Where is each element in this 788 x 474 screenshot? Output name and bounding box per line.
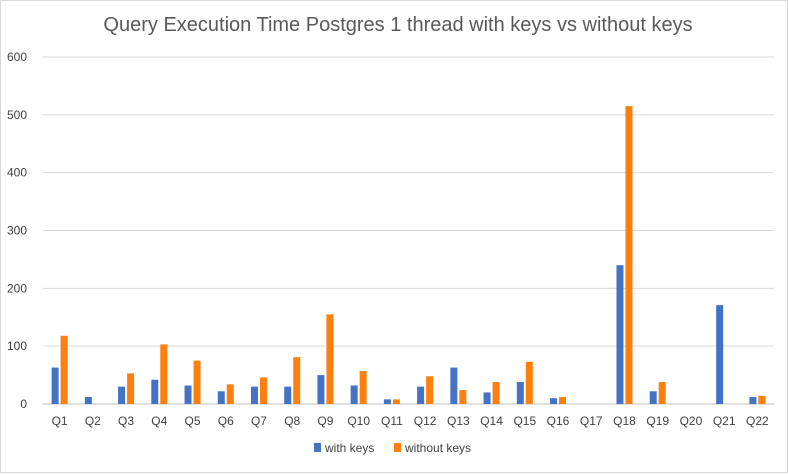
x-tick-label: Q11: [381, 414, 403, 428]
bar-without-keys-Q5: [193, 360, 201, 404]
x-tick-label: Q15: [513, 414, 536, 428]
bar-with-keys-Q1: [51, 367, 59, 404]
gridlines: [43, 56, 774, 405]
bar-without-keys-Q16: [559, 397, 567, 404]
x-tick-label: Q17: [580, 414, 603, 428]
bar-without-keys-Q6: [226, 384, 234, 404]
bar-with-keys-Q7: [250, 386, 258, 404]
bar-with-keys-Q10: [350, 385, 358, 404]
x-tick-label: Q13: [447, 414, 470, 428]
bar-with-keys-Q16: [550, 398, 558, 404]
x-tick-label: Q3: [118, 414, 134, 428]
chart-title: Query Execution Time Postgres 1 thread w…: [103, 14, 692, 36]
x-tick-label: Q1: [52, 414, 68, 428]
bar-without-keys-Q7: [259, 377, 267, 404]
bar-without-keys-Q12: [426, 376, 434, 404]
bar-without-keys-Q3: [127, 373, 135, 404]
bar-with-keys-Q21: [716, 305, 724, 404]
x-tick-label: Q8: [284, 414, 300, 428]
bar-without-keys-Q9: [326, 314, 334, 404]
bar-without-keys-Q18: [625, 106, 633, 405]
bar-without-keys-Q14: [492, 382, 500, 404]
legend-swatch-with-keys: [314, 443, 321, 452]
legend-label: without keys: [404, 441, 471, 455]
x-tick-label: Q6: [218, 414, 234, 428]
bar-with-keys-Q2: [84, 397, 92, 404]
x-tick-label: Q21: [713, 414, 736, 428]
y-axis-ticks: 0 100 200 300 400 500 600: [7, 50, 27, 411]
x-tick-label: Q19: [646, 414, 669, 428]
x-tick-label: Q9: [317, 414, 333, 428]
x-tick-label: Q22: [746, 414, 769, 428]
bar-with-keys-Q6: [217, 391, 225, 404]
bar-with-keys-Q13: [450, 367, 458, 404]
y-tick-label: 400: [7, 166, 27, 180]
bar-with-keys-Q14: [483, 392, 491, 404]
x-tick-label: Q16: [547, 414, 570, 428]
y-tick-label: 300: [7, 224, 27, 238]
legend-label: with keys: [324, 441, 374, 455]
bar-with-keys-Q19: [649, 391, 657, 404]
x-tick-label: Q20: [680, 414, 703, 428]
bar-with-keys-Q22: [749, 397, 757, 404]
x-tick-label: Q18: [613, 414, 636, 428]
y-tick-label: 0: [20, 397, 27, 411]
bar-without-keys-Q1: [60, 335, 68, 404]
y-tick-label: 600: [7, 50, 27, 64]
bar-without-keys-Q11: [392, 399, 400, 404]
y-tick-label: 500: [7, 108, 27, 122]
bar-with-keys-Q12: [417, 386, 425, 404]
bar-with-keys-Q9: [317, 375, 325, 404]
bar-with-keys-Q18: [616, 265, 624, 404]
x-tick-label: Q7: [251, 414, 267, 428]
x-tick-label: Q12: [414, 414, 437, 428]
bar-without-keys-Q8: [293, 357, 301, 404]
legend-swatch-without-keys: [394, 443, 401, 452]
x-tick-label: Q14: [480, 414, 503, 428]
x-axis-ticks: Q1 Q2 Q3 Q4 Q5 Q6 Q7 Q8 Q9 Q10 Q11 Q12 Q13 Q14 Q15 Q16 Q…: [52, 414, 769, 428]
bar-with-keys-Q5: [184, 385, 192, 404]
bar-with-keys-Q8: [284, 386, 292, 404]
x-tick-label: Q5: [185, 414, 201, 428]
bar-without-keys-Q15: [525, 361, 533, 404]
legend: with keys without keys: [314, 441, 471, 455]
bar-without-keys-Q4: [160, 344, 168, 404]
x-tick-label: Q2: [85, 414, 101, 428]
bar-without-keys-Q19: [658, 382, 666, 404]
x-tick-label: Q10: [347, 414, 370, 428]
y-tick-label: 100: [7, 339, 27, 353]
x-tick-label: Q4: [151, 414, 167, 428]
bar-with-keys-Q3: [118, 386, 126, 404]
y-tick-label: 200: [7, 281, 27, 295]
bar-with-keys-Q4: [151, 379, 159, 404]
bar-without-keys-Q22: [758, 395, 766, 404]
bars: [51, 106, 766, 405]
bar-without-keys-Q13: [459, 390, 467, 404]
bar-with-keys-Q11: [383, 399, 391, 404]
bar-without-keys-Q10: [359, 371, 367, 404]
bar-with-keys-Q15: [516, 382, 524, 404]
